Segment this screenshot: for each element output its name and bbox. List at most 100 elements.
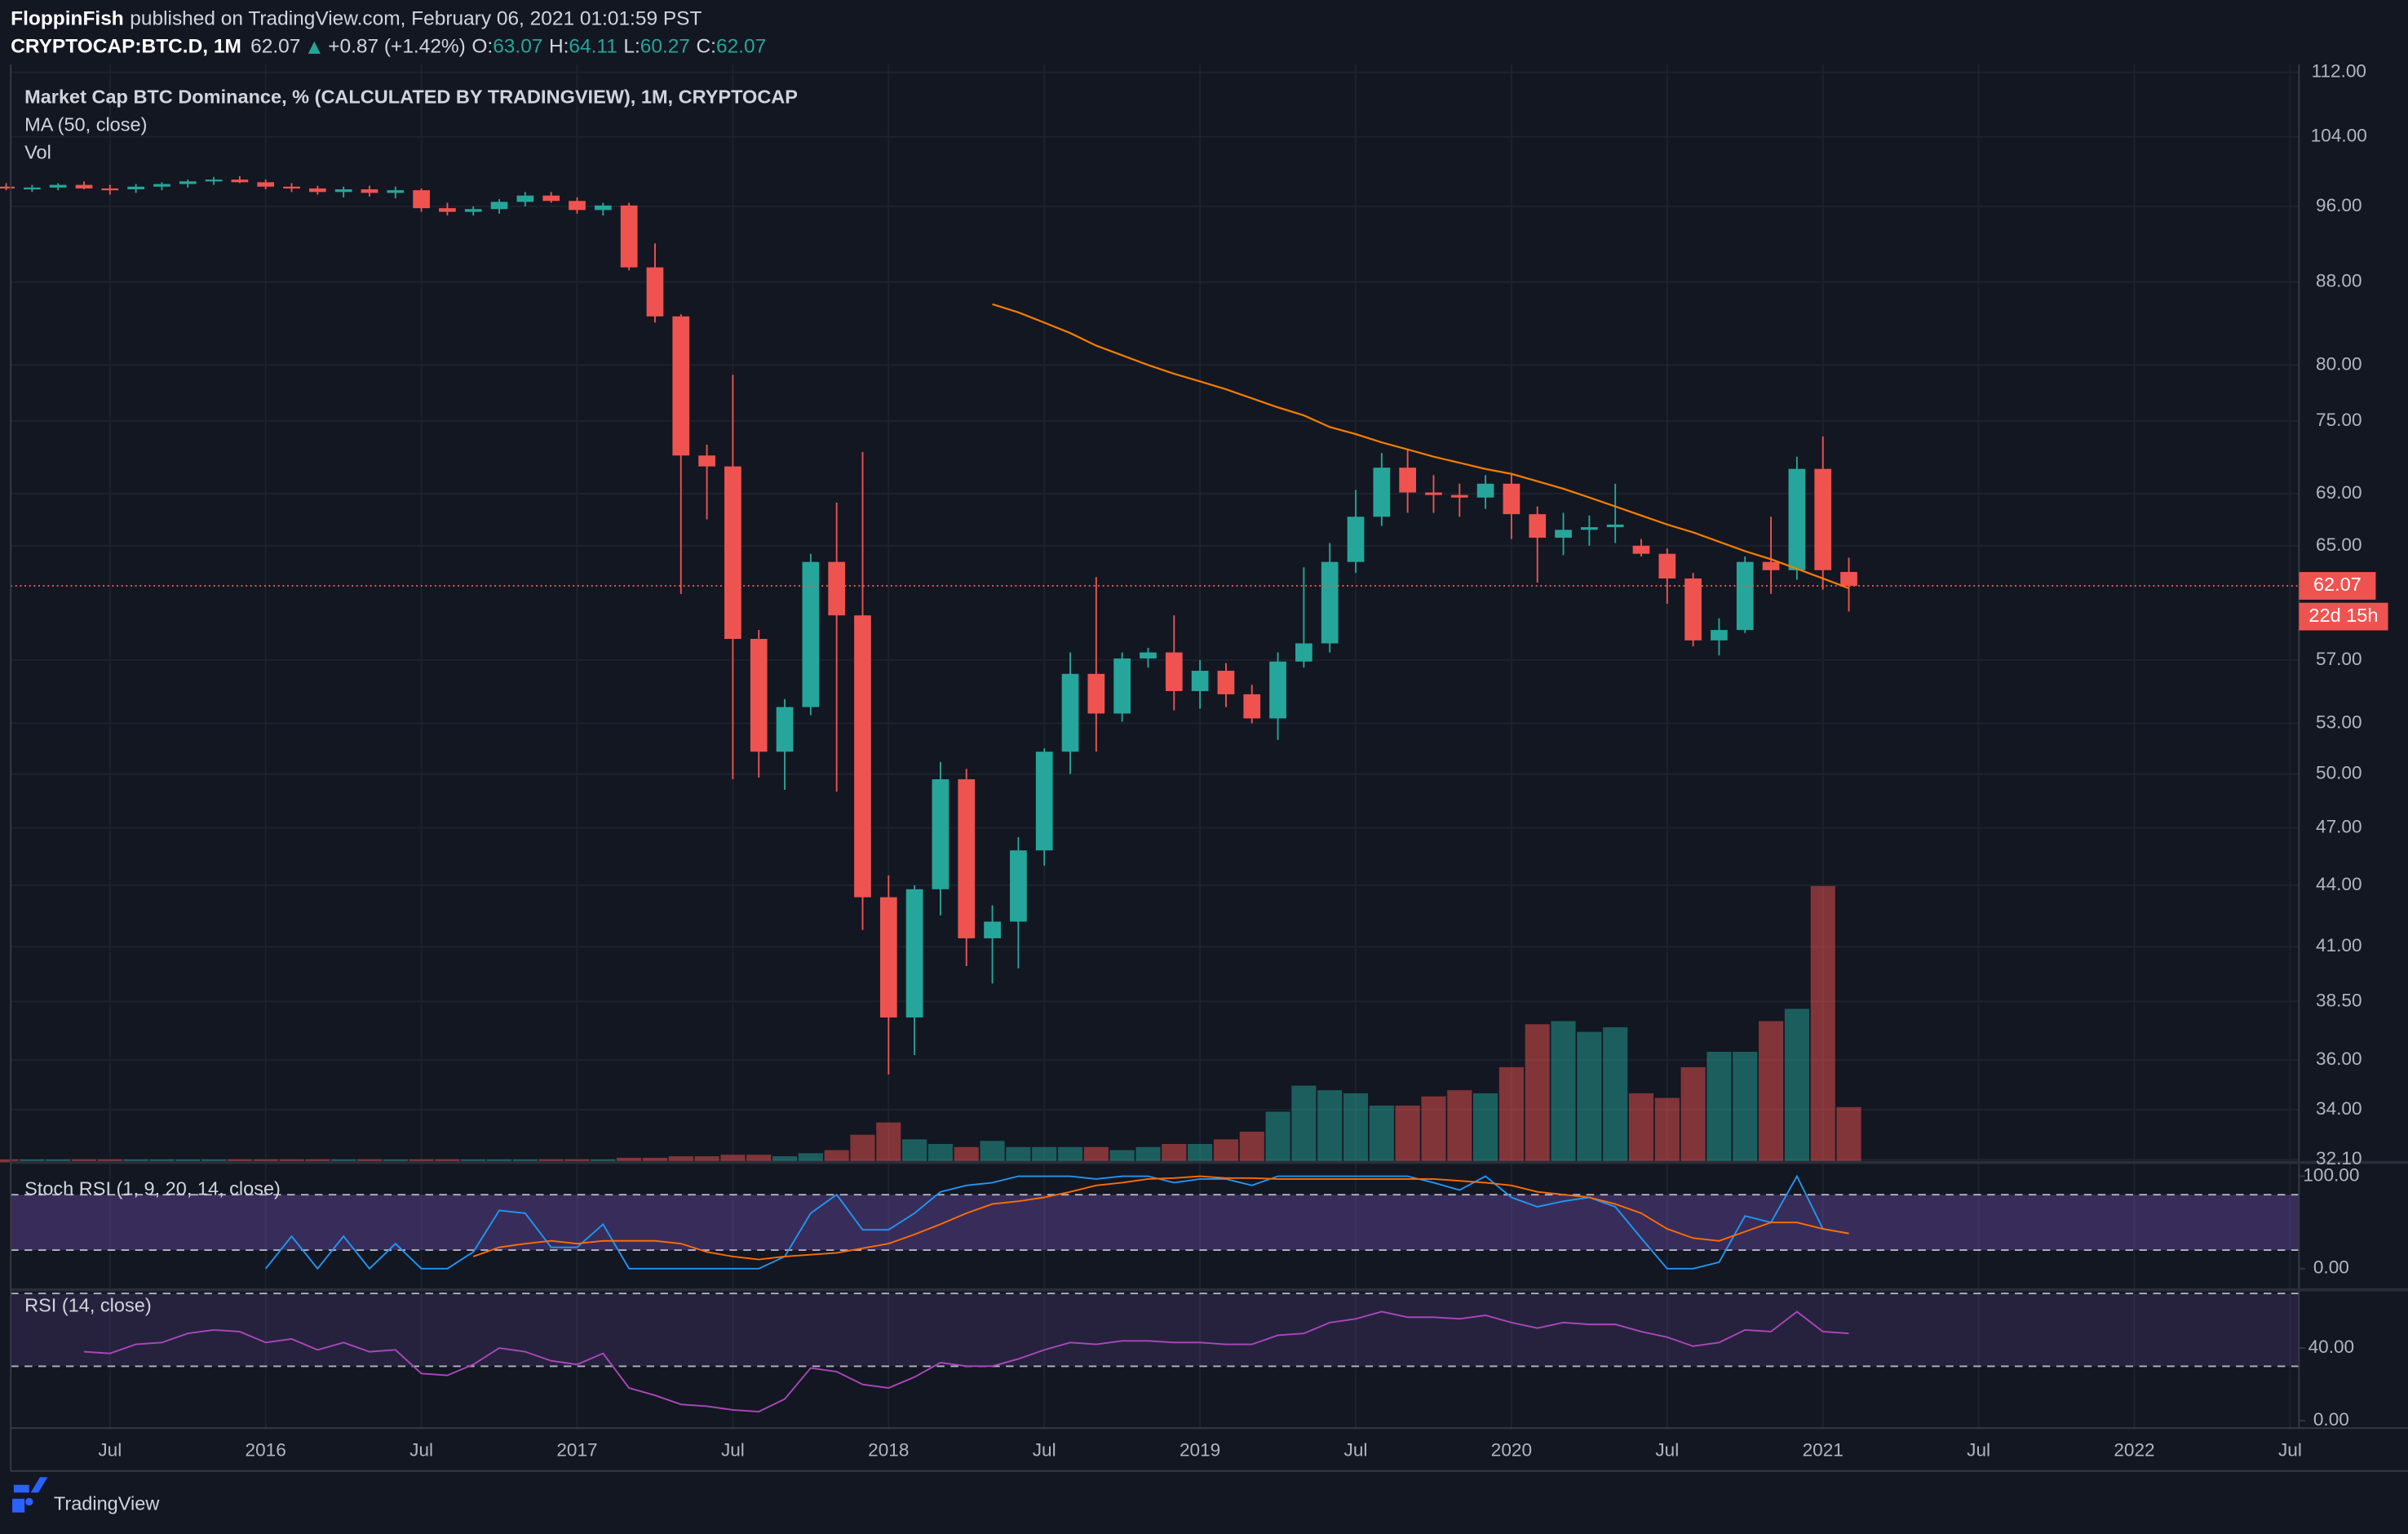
volume-bar bbox=[1006, 1146, 1031, 1163]
x-tick-label: 2018 bbox=[868, 1439, 909, 1460]
volume-bar bbox=[20, 1159, 45, 1163]
volume-bar bbox=[954, 1146, 979, 1163]
y-tick-label: 96.00 bbox=[2316, 195, 2362, 215]
volume-bar bbox=[279, 1159, 304, 1163]
candle-body bbox=[1243, 694, 1261, 719]
y-tick-label: 40.00 bbox=[2308, 1337, 2355, 1357]
volume-bar bbox=[1317, 1090, 1343, 1163]
y-tick-label: 41.00 bbox=[2316, 935, 2362, 955]
volume-bar bbox=[175, 1159, 201, 1163]
candle-body bbox=[1788, 468, 1806, 570]
candle-body bbox=[387, 190, 405, 193]
candle-body bbox=[1373, 468, 1391, 517]
volume-bar bbox=[876, 1122, 901, 1163]
candle-body bbox=[308, 188, 326, 193]
candle-body bbox=[854, 615, 871, 898]
volume-bar bbox=[1498, 1066, 1524, 1163]
candle-body bbox=[205, 180, 223, 182]
candle-body bbox=[127, 186, 144, 190]
candle-body bbox=[1087, 673, 1105, 714]
grid bbox=[11, 64, 2305, 1429]
volume-bar bbox=[850, 1134, 875, 1163]
last-price-label: 62.07 bbox=[2313, 574, 2362, 595]
y-tick-label: 36.00 bbox=[2316, 1049, 2362, 1069]
candle-body bbox=[1736, 561, 1754, 631]
volume-bar bbox=[71, 1159, 97, 1163]
last-price-box bbox=[2299, 572, 2376, 600]
candle-body bbox=[1762, 561, 1780, 570]
candle-body bbox=[750, 639, 768, 752]
x-tick-label: Jul bbox=[2278, 1439, 2302, 1460]
candle-body bbox=[49, 184, 67, 188]
candle-body bbox=[231, 180, 249, 183]
y-tick-label: 75.00 bbox=[2316, 410, 2362, 430]
candle-body bbox=[1035, 751, 1053, 851]
volume-bar bbox=[927, 1144, 953, 1163]
volume-bar bbox=[1239, 1131, 1264, 1163]
candle-body bbox=[1295, 643, 1312, 662]
volume-bar bbox=[824, 1150, 849, 1163]
volume-bar bbox=[149, 1159, 175, 1163]
x-tick-label: Jul bbox=[721, 1439, 745, 1460]
candle-body bbox=[1010, 850, 1027, 922]
y-tick-label: 47.00 bbox=[2316, 817, 2362, 837]
x-tick-label: Jul bbox=[1033, 1439, 1056, 1460]
candle-body bbox=[1425, 492, 1442, 495]
candle-body bbox=[1658, 553, 1676, 579]
open-label: O: bbox=[471, 36, 493, 58]
low-label: L: bbox=[623, 36, 640, 58]
candle-body bbox=[542, 195, 560, 202]
candle-body bbox=[905, 889, 923, 1017]
candle-body bbox=[101, 188, 119, 191]
volume-bar bbox=[1784, 1009, 1809, 1163]
volume-bar bbox=[1135, 1146, 1161, 1163]
volume-bar bbox=[1628, 1093, 1654, 1163]
candle-body bbox=[879, 897, 897, 1017]
y-tick-label: 0.00 bbox=[2313, 1409, 2349, 1430]
high-label: H: bbox=[549, 36, 569, 58]
volume-bar bbox=[1188, 1144, 1213, 1163]
publisher: FloppinFish bbox=[11, 8, 124, 30]
rsi-title: RSI (14, close) bbox=[24, 1295, 152, 1316]
volume-bar bbox=[772, 1156, 798, 1163]
candle-body bbox=[1165, 652, 1183, 691]
volume-bar bbox=[591, 1159, 616, 1163]
candle-body bbox=[646, 267, 664, 317]
volume-bar bbox=[1162, 1144, 1187, 1163]
y-tick-label: 69.00 bbox=[2316, 482, 2362, 503]
volume-bar bbox=[331, 1159, 356, 1163]
symbol-line: CRYPTOCAP:BTC.D, 1M 62.07 +0.87 (+1.42%) O:… bbox=[11, 36, 766, 58]
candle-body bbox=[1347, 517, 1365, 562]
y-tick-label: 65.00 bbox=[2316, 534, 2362, 555]
y-tick-label: 57.00 bbox=[2316, 649, 2362, 669]
volume-bar bbox=[383, 1159, 408, 1163]
stoch-title: Stoch RSI (1, 9, 20, 14, close) bbox=[24, 1178, 281, 1199]
x-tick-label: Jul bbox=[1344, 1439, 1368, 1460]
low-value: 60.27 bbox=[640, 36, 690, 58]
change: +0.87 (+1.42%) bbox=[328, 36, 466, 58]
countdown-box bbox=[2299, 602, 2388, 631]
y-tick-label: 34.00 bbox=[2316, 1098, 2362, 1119]
candle-body bbox=[1399, 468, 1416, 493]
candle-body bbox=[257, 182, 275, 187]
volume-bar bbox=[1395, 1105, 1420, 1163]
candle-body bbox=[776, 707, 794, 752]
candle-body bbox=[1529, 514, 1547, 539]
candle-body bbox=[334, 189, 352, 193]
volume-bar bbox=[356, 1159, 383, 1163]
volume-bar bbox=[461, 1159, 486, 1163]
candle-body bbox=[1814, 468, 1832, 570]
volume-bar bbox=[46, 1159, 71, 1163]
x-tick-label: Jul bbox=[98, 1439, 122, 1460]
volume-bar bbox=[1421, 1096, 1446, 1163]
volume-bar bbox=[642, 1157, 668, 1163]
candle-body bbox=[1503, 483, 1520, 515]
volume-bar bbox=[1447, 1090, 1472, 1163]
candle-body bbox=[75, 184, 93, 188]
indicator-line bbox=[83, 1310, 1849, 1412]
volume-bar bbox=[512, 1159, 538, 1163]
candle-body bbox=[958, 779, 976, 938]
candle-body bbox=[698, 455, 715, 467]
y-tick-label: 38.50 bbox=[2316, 990, 2362, 1010]
volume-bar bbox=[980, 1141, 1005, 1163]
